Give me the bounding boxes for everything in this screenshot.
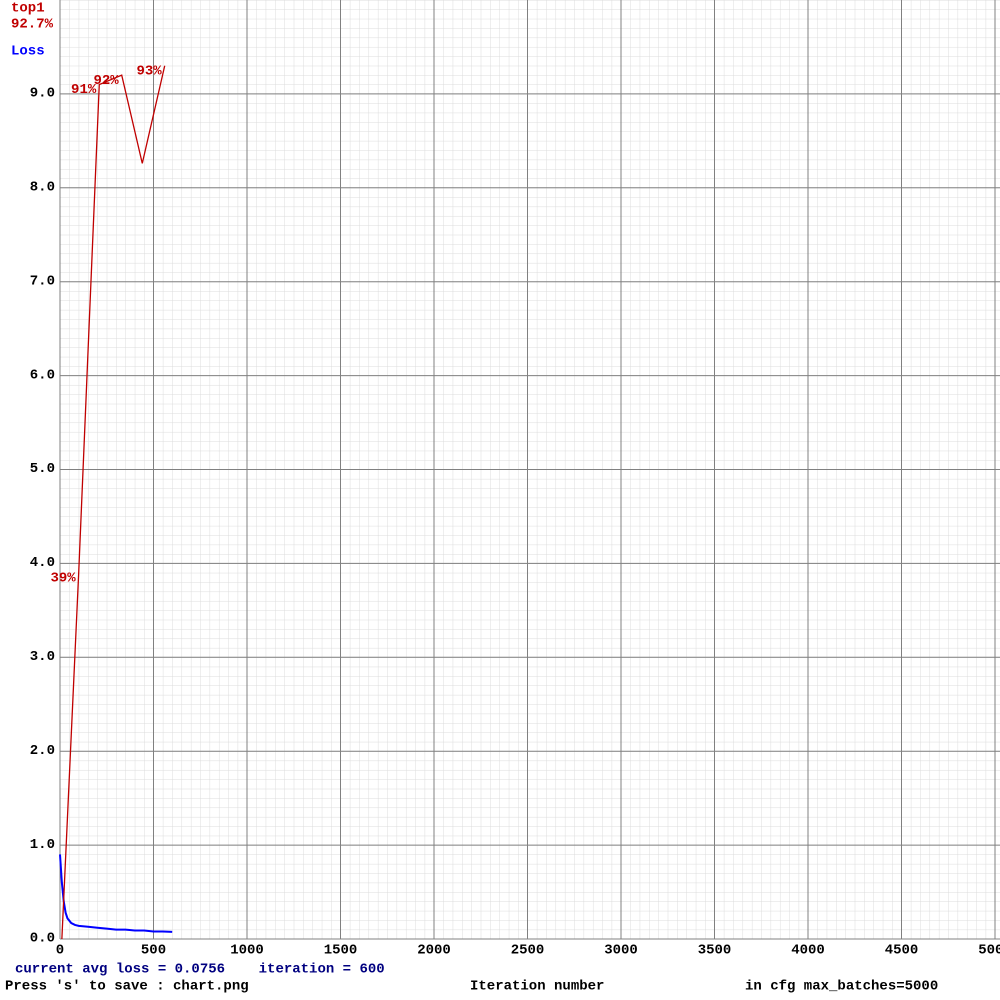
y-tick-label: 9.0 <box>30 86 55 102</box>
x-tick-label: 4500 <box>885 943 919 959</box>
x-tick-label: 3000 <box>604 943 638 959</box>
x-tick-label: 2000 <box>417 943 451 959</box>
y-tick-label: 4.0 <box>30 555 55 571</box>
accuracy-value: 92.7% <box>11 17 54 33</box>
series-line <box>61 65 166 940</box>
cfg-note: in cfg max_batches=5000 <box>745 979 938 995</box>
data-label: 39% <box>50 570 76 586</box>
x-tick-label: 3500 <box>698 943 732 959</box>
save-hint: Press 's' to save : chart.png <box>5 979 249 995</box>
status: current avg loss = 0.0756 iteration = 60… <box>15 962 385 978</box>
x-tick-label: 1000 <box>230 943 264 959</box>
x-axis-label: Iteration number <box>470 979 604 995</box>
series-line <box>59 854 173 933</box>
y-tick-label: 7.0 <box>30 273 55 289</box>
x-tick-label: 0 <box>56 943 64 959</box>
y-tick-label: 6.0 <box>30 367 55 383</box>
data-label: 93% <box>137 63 163 79</box>
y-tick-label: 1.0 <box>30 837 55 853</box>
y-tick-label: 2.0 <box>30 743 55 759</box>
y-tick-label: 0.0 <box>30 931 55 947</box>
loss-name: Loss <box>11 44 45 60</box>
accuracy-name: top1 <box>11 1 45 17</box>
x-tick-label: 2500 <box>511 943 545 959</box>
x-tick-label: 1500 <box>324 943 358 959</box>
y-tick-label: 5.0 <box>30 461 55 477</box>
x-tick-label: 5000 <box>978 943 1000 959</box>
y-tick-label: 8.0 <box>30 180 55 196</box>
data-label: 92% <box>93 73 119 89</box>
x-tick-label: 500 <box>141 943 166 959</box>
y-tick-label: 3.0 <box>30 649 55 665</box>
data-label: 91% <box>71 82 97 98</box>
x-tick-label: 4000 <box>791 943 825 959</box>
